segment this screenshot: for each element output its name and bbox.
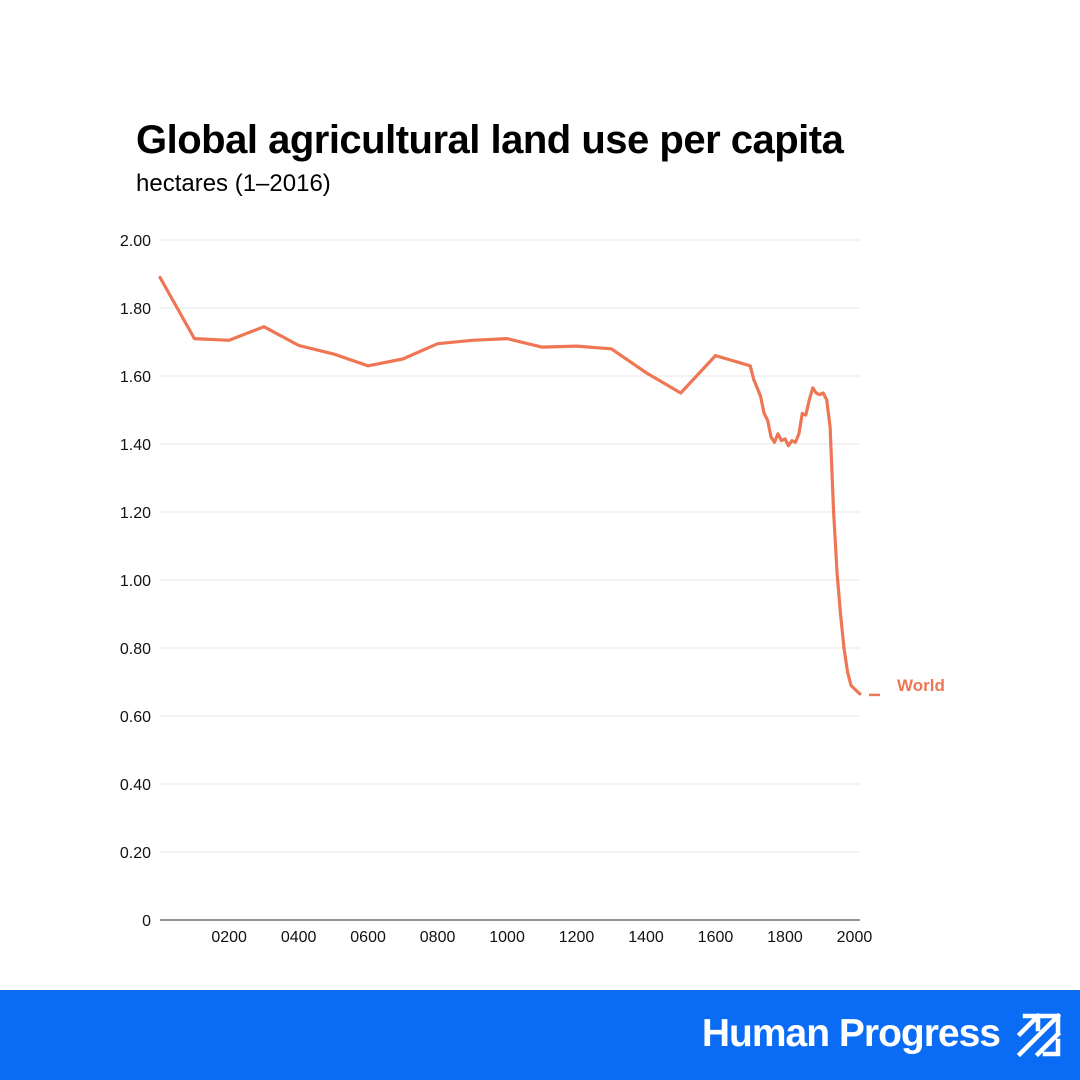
line-chart: 0 0.20 0.40 0.60 0.80 1.00 1.20 1.40 1.60 1.80 2.0… <box>120 233 945 946</box>
series-label-world: World <box>897 676 945 695</box>
y-tick-label: 2.00 <box>120 233 151 250</box>
x-tick-label: 1800 <box>767 929 803 946</box>
y-tick-label: 1.40 <box>120 437 151 454</box>
footer-bar: Human Progress <box>0 990 1080 1080</box>
chart-subtitle: hectares (1–2016) <box>136 170 331 197</box>
x-tick-label: 1600 <box>698 929 734 946</box>
y-tick-label: 0.20 <box>120 845 151 862</box>
x-tick-label: 0400 <box>281 929 317 946</box>
x-tick-label: 1000 <box>489 929 525 946</box>
y-tick-label: 0.80 <box>120 641 151 658</box>
y-tick-label: 1.80 <box>120 301 151 318</box>
brand-logo-text[interactable]: Human Progress <box>701 1012 1001 1055</box>
x-tick-label: 0800 <box>420 929 456 946</box>
y-tick-label: 1.00 <box>120 573 151 590</box>
x-tick-label: 1200 <box>559 929 595 946</box>
series-line-world <box>158 275 862 696</box>
y-tick-label: 0 <box>142 913 151 930</box>
double-arrow-up-right-icon <box>1016 1012 1062 1058</box>
x-tick-label: 2000 <box>837 929 873 946</box>
x-tick-label: 1400 <box>628 929 664 946</box>
y-tick-label: 0.40 <box>120 777 151 794</box>
chart-title: Global agricultural land use per capita <box>136 118 844 162</box>
x-tick-label: 0600 <box>350 929 386 946</box>
y-tick-label: 1.60 <box>120 369 151 386</box>
y-tick-label: 0.60 <box>120 709 151 726</box>
x-tick-label: 0200 <box>211 929 247 946</box>
y-tick-label: 1.20 <box>120 505 151 522</box>
